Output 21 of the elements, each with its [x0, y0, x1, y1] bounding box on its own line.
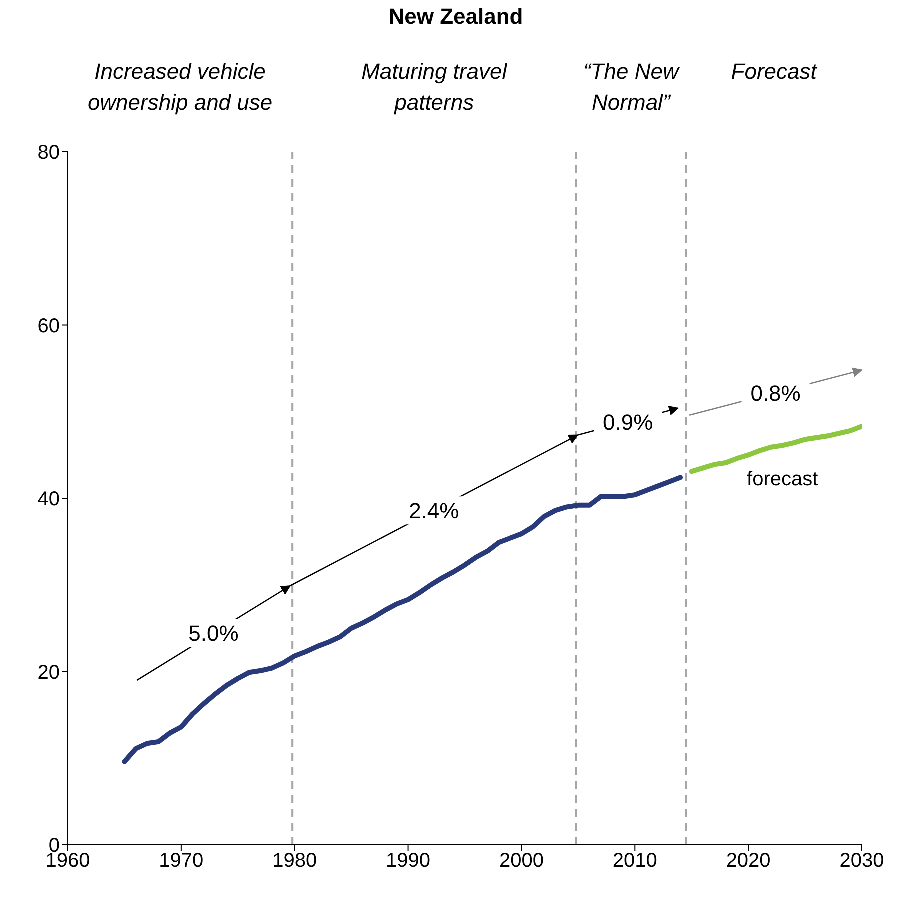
y-tick-label: 20 [38, 662, 60, 684]
annotation: 0.9% [603, 410, 654, 435]
annotation: 2.4% [409, 498, 460, 524]
series-label: forecast [747, 468, 819, 491]
y-tick-label: 80 [38, 142, 60, 164]
x-tick-label: 1980 [272, 850, 318, 872]
x-tick-label: 2010 [612, 850, 658, 872]
text: Forecast [731, 59, 817, 84]
annotation: 0.8% [750, 380, 801, 406]
x-tick-label: 2030 [840, 850, 884, 872]
x-tick-label: 2000 [499, 850, 544, 872]
annotation: 5.0% [188, 621, 239, 646]
chart-title: New Zealand [388, 4, 524, 30]
x-tick-label: 2020 [726, 850, 771, 872]
text: Maturing travel patterns [360, 58, 509, 117]
text: Increased vehicle ownership and use [86, 58, 274, 117]
x-tick-label: 1970 [159, 850, 204, 872]
text: “The New Normal” [582, 58, 681, 117]
y-tick-label: 60 [38, 315, 60, 338]
y-tick-label: 40 [38, 488, 60, 511]
x-tick-label: 1990 [386, 850, 431, 872]
